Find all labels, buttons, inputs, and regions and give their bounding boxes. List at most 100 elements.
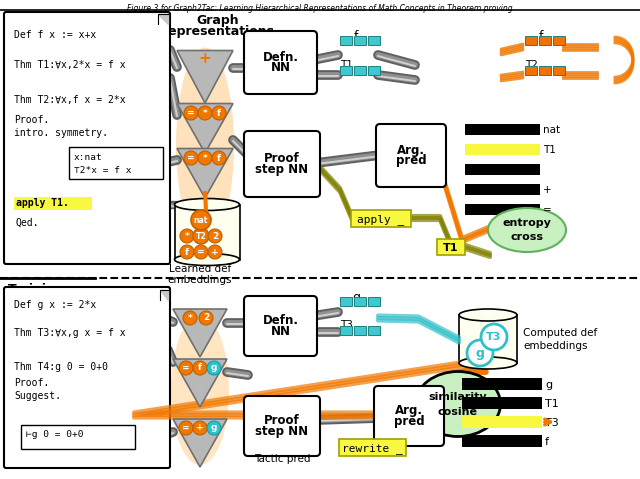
FancyBboxPatch shape xyxy=(4,12,170,264)
Text: Def f x := x+x: Def f x := x+x xyxy=(14,30,96,40)
Bar xyxy=(354,66,366,75)
Circle shape xyxy=(212,151,226,165)
Bar xyxy=(525,66,537,75)
Text: intro. symmetry.: intro. symmetry. xyxy=(14,128,108,138)
Text: apply _: apply _ xyxy=(357,214,404,225)
Bar xyxy=(539,66,551,75)
Text: Tactic pred: Tactic pred xyxy=(253,454,310,464)
Polygon shape xyxy=(160,290,168,300)
Bar xyxy=(340,36,352,45)
Text: Figure 3 for Graph2Tac: Learning Hierarchical Representations of Math Concepts i: Figure 3 for Graph2Tac: Learning Hierarc… xyxy=(127,4,513,13)
Text: Thm T3:∀x,g x = f x: Thm T3:∀x,g x = f x xyxy=(14,328,125,338)
Circle shape xyxy=(199,311,213,325)
Text: T3: T3 xyxy=(545,418,559,428)
FancyBboxPatch shape xyxy=(244,296,317,356)
Text: =: = xyxy=(182,364,190,373)
Ellipse shape xyxy=(175,198,239,210)
Circle shape xyxy=(207,421,221,435)
Text: Qed.: Qed. xyxy=(16,218,40,228)
Circle shape xyxy=(198,151,212,165)
Ellipse shape xyxy=(171,315,229,465)
Bar xyxy=(354,36,366,45)
Ellipse shape xyxy=(415,372,500,436)
Text: +: + xyxy=(196,423,204,433)
Text: +: + xyxy=(211,248,219,256)
Bar xyxy=(354,326,366,335)
Text: Thm T1:∀x,2*x = f x: Thm T1:∀x,2*x = f x xyxy=(14,60,125,70)
Text: g: g xyxy=(211,423,217,433)
Text: Thm T4:g 0 = 0+0: Thm T4:g 0 = 0+0 xyxy=(14,362,108,372)
Polygon shape xyxy=(177,50,233,103)
Bar xyxy=(553,66,565,75)
Circle shape xyxy=(179,361,193,375)
FancyBboxPatch shape xyxy=(244,31,317,94)
Text: T2: T2 xyxy=(196,231,206,240)
Text: nat: nat xyxy=(194,216,208,225)
Text: T1: T1 xyxy=(340,60,353,70)
FancyBboxPatch shape xyxy=(244,396,320,456)
Bar xyxy=(553,36,565,45)
Circle shape xyxy=(467,340,493,366)
Bar xyxy=(539,36,551,45)
Text: =: = xyxy=(182,423,190,433)
Circle shape xyxy=(180,245,194,259)
Ellipse shape xyxy=(459,357,517,369)
Bar xyxy=(462,378,542,390)
Text: Arg.: Arg. xyxy=(397,144,425,157)
Text: f: f xyxy=(354,30,358,43)
Bar xyxy=(340,326,352,335)
Polygon shape xyxy=(173,419,227,467)
Circle shape xyxy=(193,228,209,244)
Text: =: = xyxy=(187,109,195,117)
Text: Proof.: Proof. xyxy=(14,378,49,388)
Bar xyxy=(465,164,540,175)
Text: Computed def: Computed def xyxy=(523,328,597,338)
Text: Suggest.: Suggest. xyxy=(14,391,61,401)
Circle shape xyxy=(193,361,207,375)
FancyBboxPatch shape xyxy=(21,425,135,449)
Text: embeddings: embeddings xyxy=(523,341,588,351)
Bar xyxy=(368,326,380,335)
Text: embeddings: embeddings xyxy=(168,275,232,285)
FancyBboxPatch shape xyxy=(244,131,320,197)
Text: Training: Training xyxy=(8,283,65,296)
Text: step NN: step NN xyxy=(255,425,308,438)
Text: f: f xyxy=(217,153,221,162)
Circle shape xyxy=(180,229,194,243)
Polygon shape xyxy=(173,309,227,357)
Text: ⊢g 0 = 0+0: ⊢g 0 = 0+0 xyxy=(26,430,83,439)
Text: *: * xyxy=(203,153,207,162)
FancyBboxPatch shape xyxy=(374,386,444,446)
FancyBboxPatch shape xyxy=(339,439,406,456)
FancyBboxPatch shape xyxy=(376,124,446,187)
Text: f: f xyxy=(198,364,202,373)
Text: pred: pred xyxy=(396,154,426,167)
Text: g: g xyxy=(352,291,360,304)
Bar xyxy=(465,124,540,135)
Bar xyxy=(525,36,537,45)
Text: *: * xyxy=(188,313,193,322)
Bar xyxy=(462,435,542,447)
Text: +: + xyxy=(543,185,552,195)
Circle shape xyxy=(208,245,222,259)
Polygon shape xyxy=(177,148,233,198)
Bar xyxy=(465,184,540,195)
Text: Proof: Proof xyxy=(264,414,300,427)
Polygon shape xyxy=(158,14,168,24)
Text: rewrite _: rewrite _ xyxy=(342,443,403,454)
Text: Defn.: Defn. xyxy=(262,51,298,64)
Text: Thm T2:∀x,f x = 2*x: Thm T2:∀x,f x = 2*x xyxy=(14,95,125,105)
Bar xyxy=(340,66,352,75)
Ellipse shape xyxy=(176,47,234,242)
Circle shape xyxy=(184,151,198,165)
Text: f: f xyxy=(539,30,543,43)
Bar xyxy=(465,144,540,155)
Bar xyxy=(354,297,366,306)
Text: f: f xyxy=(545,437,549,447)
Text: T2: T2 xyxy=(525,60,538,70)
Bar xyxy=(459,315,517,363)
Text: =: = xyxy=(187,153,195,162)
Text: Learned def: Learned def xyxy=(169,264,231,274)
Bar xyxy=(14,197,92,210)
Text: entropy: entropy xyxy=(502,218,552,228)
